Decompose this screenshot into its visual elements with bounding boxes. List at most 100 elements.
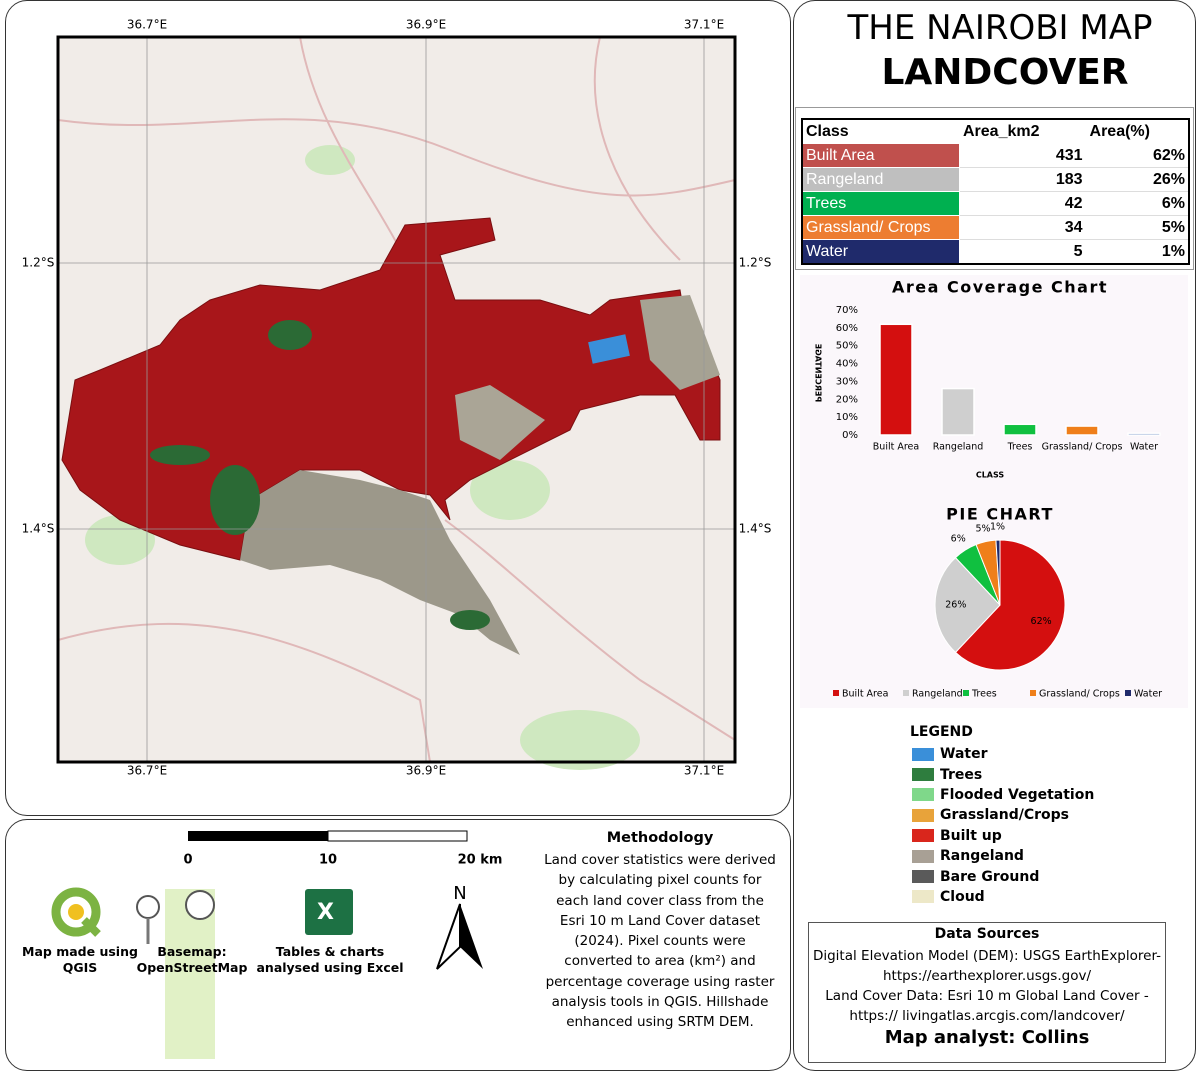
legend-item: Water (912, 744, 1094, 764)
credit: Tables & charts analysed using Excel (256, 944, 404, 975)
data-sources-title: Data Sources (934, 926, 1040, 942)
rangeland-area-east (640, 295, 720, 390)
y-tick-label: 40% (836, 359, 858, 370)
y-axis-label: PERCENTAGE (814, 344, 823, 403)
lon-label: 36.9°E (406, 18, 446, 32)
legend-swatch (912, 829, 934, 843)
table-cell: 26% (1085, 167, 1190, 192)
legend-title: LEGEND (910, 724, 973, 740)
x-axis-label: CLASS (976, 471, 1005, 480)
table-header: Area(%) (1085, 118, 1190, 144)
table-cell: 42 (959, 191, 1087, 216)
legend-swatch (912, 890, 934, 904)
area-table: Class Area_km2 Area(%) Built Area 431 62% Rang… (801, 118, 1190, 265)
legend-item: Flooded Vegetation (912, 785, 1094, 805)
legend-swatch (912, 768, 934, 782)
side-panel (793, 0, 1196, 1071)
basemap-parks (85, 145, 640, 770)
table-cell: 183 (959, 167, 1087, 192)
legend-swatch (912, 788, 934, 802)
qgis-icon (51, 887, 101, 937)
scale-label: 20 km (458, 853, 503, 868)
bar (1127, 432, 1161, 436)
legend-label: Cloud (940, 888, 985, 905)
legend-label: Built up (940, 827, 1002, 844)
data-sources-box (808, 922, 1166, 1063)
table-cell: Built Area (801, 143, 960, 168)
data-sources: Digital Elevation Model (DEM): USGS Eart… (810, 946, 1164, 1026)
table-row: Trees 42 6% (801, 191, 1190, 216)
north-label: N (453, 883, 466, 904)
table-header: Class (801, 118, 960, 144)
lon-label: 37.1°E (684, 764, 724, 778)
pie-slice (934, 556, 1001, 654)
legend-swatch (912, 870, 934, 884)
pie-legend-swatch (1030, 690, 1036, 696)
map-frame (56, 35, 737, 764)
y-tick-label: 20% (836, 394, 858, 405)
table-row: Rangeland 183 26% (801, 167, 1190, 192)
y-tick-label: 0% (842, 430, 858, 441)
subtitle: LANDCOVER (881, 52, 1129, 93)
table-row: Water 5 1% (801, 239, 1190, 265)
bar (879, 323, 913, 436)
table-cell: Rangeland (801, 167, 960, 192)
table-header: Area_km2 (959, 118, 1087, 144)
legend-label: Trees (940, 766, 983, 783)
credit: Basemap: OpenStreetMap (136, 944, 248, 975)
legend-item: Cloud (912, 887, 1094, 907)
table-cell: Grassland/ Crops (801, 215, 960, 240)
lat-label: 1.2°S (739, 256, 772, 270)
data-source-line: Digital Elevation Model (DEM): USGS Eart… (812, 948, 1162, 984)
y-tick-label: 10% (836, 412, 858, 423)
scale-bar-black (188, 831, 328, 841)
legend-swatch (912, 808, 934, 822)
legend-label: Bare Ground (940, 868, 1040, 885)
legend-label: Grassland/Crops (940, 807, 1070, 824)
lat-label: 1.4°S (739, 522, 772, 536)
pie-label: 1% (990, 522, 1005, 533)
table-cell: 5% (1085, 215, 1190, 240)
lat-label: 1.2°S (22, 256, 55, 270)
lon-label: 37.1°E (684, 18, 724, 32)
pie-legend-swatch (833, 690, 839, 696)
y-tick-label: 60% (836, 323, 858, 334)
lon-label: 36.7°E (127, 18, 167, 32)
table-cell: Trees (801, 191, 960, 216)
table-cell: 431 (959, 143, 1087, 168)
legend-swatch (912, 849, 934, 863)
pie-label: 26% (945, 600, 966, 611)
legend-label: Rangeland (940, 848, 1024, 865)
x-tick-label: Built Area (873, 442, 919, 453)
excel-icon: X (305, 889, 353, 935)
pie-legend-label: Rangeland (912, 689, 963, 700)
legend-item: Bare Ground (912, 866, 1094, 886)
table-cell: 6% (1085, 191, 1190, 216)
title: THE NAIROBI MAP (847, 8, 1153, 48)
pie-label: 6% (951, 534, 966, 545)
legend-label: Water (940, 746, 988, 763)
north-arrow (436, 903, 483, 970)
map-panel (5, 0, 791, 816)
scale-label: 0 (183, 853, 192, 868)
x-tick-label: Trees (1007, 442, 1033, 453)
bar (1065, 425, 1099, 436)
data-source-line: Land Cover Data: Esri 10 m Global Land C… (825, 988, 1149, 1024)
legend-item: Trees (912, 764, 1094, 784)
scale-bar-white (327, 830, 468, 842)
bar (941, 387, 975, 436)
y-tick-label: 70% (836, 305, 858, 316)
svg-text:X: X (317, 900, 334, 925)
scale-and-icons: X N 0 10 20 km (51, 830, 503, 1059)
lat-label: 1.4°S (22, 522, 55, 536)
pie-legend-label: Water (1134, 689, 1162, 700)
pie-legend-label: Built Area (842, 689, 888, 700)
pie-slice (995, 539, 1001, 606)
graticule: 36.7°E 36.7°E 36.9°E 36.9°E 37.1°E 37.1°E 1.2°… (22, 18, 772, 778)
pie-legend-label: Grassland/ Crops (1039, 689, 1120, 700)
legend-label: Flooded Vegetation (940, 786, 1095, 803)
x-tick-label: Water (1130, 442, 1158, 453)
x-tick-label: Rangeland (933, 442, 984, 453)
